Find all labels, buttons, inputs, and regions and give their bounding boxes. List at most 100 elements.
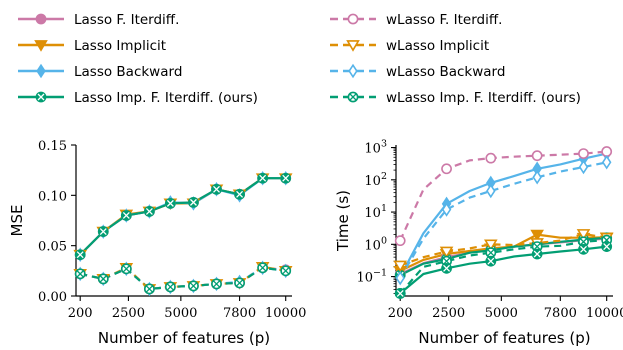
series-series	[399, 245, 607, 295]
data-point	[393, 260, 408, 273]
legend-entry-lasso-backward: Lasso Backward	[18, 63, 182, 80]
data-point	[576, 229, 591, 241]
y-tick-label: 0.00	[38, 290, 67, 305]
legend-marker	[347, 13, 359, 25]
legend-entry-wlasso-backward: wLasso Backward	[330, 63, 505, 80]
legend-marker	[36, 63, 46, 79]
series-line	[79, 177, 286, 256]
series-wlasso-imp-f-iterdiff-ours	[79, 266, 286, 291]
data-point	[601, 146, 613, 157]
data-point	[257, 172, 269, 184]
y-tick-label: 0.10	[38, 189, 67, 204]
legend-entry-wlasso-f-iterdiff: wLasso F. Iterdiff.	[330, 12, 502, 28]
series-line	[399, 239, 607, 295]
y-tick-label: 0.05	[38, 240, 67, 255]
x-tick-label: 7800	[544, 306, 577, 321]
legend-label: Lasso Implicit	[74, 38, 166, 54]
data-point	[601, 241, 613, 252]
x-axis-label: Number of features (p)	[418, 329, 590, 347]
series-line	[399, 245, 607, 295]
series-wlasso-backward	[399, 161, 607, 279]
data-point	[74, 249, 86, 261]
data-point	[530, 229, 544, 242]
data-point	[601, 155, 612, 170]
markers-series	[394, 241, 613, 299]
legend-entry-lasso-implicit: Lasso Implicit	[18, 38, 166, 54]
legend-label: wLasso Imp. F. Iterdiff. (ours)	[386, 90, 581, 106]
time-panel: 200 2500 5000 7800 10000 10−1 100 101 102 103 Numb…	[334, 139, 623, 347]
series-lasso-imp-f-iterdiff-ours	[79, 177, 286, 256]
x-tick-label: 5000	[485, 306, 518, 321]
data-point	[211, 278, 222, 290]
legend-entry-wlasso-imp-f-iterdiff-ours: wLasso Imp. F. Iterdiff. (ours)	[330, 90, 581, 106]
series-wlasso-f-iterdiff	[399, 150, 607, 242]
legend-marker	[35, 13, 47, 25]
x-tick-label: 5000	[164, 306, 197, 321]
data-point	[485, 255, 497, 267]
series-lasso-f-iterdiff	[399, 237, 607, 275]
y-axis-label: Time (s)	[334, 190, 352, 252]
markers-lasso-f-iterdiff	[74, 172, 292, 261]
data-point	[439, 246, 454, 259]
series-lasso-imp-f-iterdiff-ours	[399, 236, 607, 277]
y-tick-label: 103	[364, 139, 387, 157]
data-point	[485, 152, 497, 164]
x-axis-label: Number of features (p)	[98, 329, 270, 347]
legend-marker	[35, 91, 47, 103]
data-point	[280, 172, 292, 184]
legend-marker	[34, 40, 48, 52]
y-tick-label: 100	[364, 235, 387, 253]
data-point	[164, 281, 176, 293]
series-line	[399, 161, 607, 279]
y-tick-label: 0.15	[38, 139, 67, 154]
x-tick-label: 10000	[586, 306, 623, 321]
data-point	[257, 262, 269, 274]
data-point	[74, 268, 86, 280]
data-point	[211, 183, 222, 195]
series-wlasso-imp-f-iterdiff-ours	[399, 239, 607, 295]
markers-wlasso-f-iterdiff	[394, 146, 613, 247]
legend-entry-wlasso-implicit: wLasso Implicit	[330, 38, 489, 54]
x-tick-label: 10000	[265, 306, 306, 321]
data-point	[394, 288, 406, 299]
series-wlasso-implicit	[399, 232, 607, 267]
data-point	[441, 262, 452, 274]
data-point	[143, 283, 155, 295]
data-point	[531, 150, 543, 162]
data-point	[234, 188, 245, 200]
data-point	[531, 248, 543, 260]
legend-entry-lasso-f-iterdiff: Lasso F. Iterdiff.	[18, 12, 179, 28]
y-tick-label: 102	[364, 171, 387, 189]
x-tick-label: 2500	[112, 306, 145, 321]
y-tick-label: 101	[364, 203, 387, 221]
x-tick-label: 200	[68, 306, 93, 321]
data-point	[280, 265, 292, 277]
series-lasso-backward	[399, 152, 607, 278]
legend-label: wLasso Backward	[386, 64, 505, 80]
y-tick-label: 10−1	[356, 268, 387, 286]
legend-label: Lasso F. Iterdiff.	[74, 12, 179, 28]
data-point	[188, 196, 199, 208]
legend-label: wLasso Implicit	[386, 38, 489, 54]
data-point	[578, 159, 589, 175]
legend-marker	[346, 40, 360, 52]
markers-lasso-implicit	[73, 173, 293, 262]
data-point	[486, 183, 496, 199]
data-point	[578, 243, 589, 255]
series-line	[399, 237, 607, 275]
series-line	[399, 232, 607, 267]
data-point	[234, 277, 245, 289]
markers-lasso-backward	[75, 170, 291, 262]
series-line	[79, 266, 286, 291]
data-point	[143, 206, 155, 217]
data-point	[120, 263, 132, 275]
data-point	[188, 280, 199, 292]
legend-label: Lasso Imp. F. Iterdiff. (ours)	[74, 90, 258, 106]
series-lasso-implicit	[79, 177, 286, 256]
data-point	[532, 169, 542, 185]
data-point	[578, 148, 589, 159]
data-point	[164, 197, 176, 209]
data-point	[441, 202, 452, 217]
series-line	[79, 177, 286, 256]
